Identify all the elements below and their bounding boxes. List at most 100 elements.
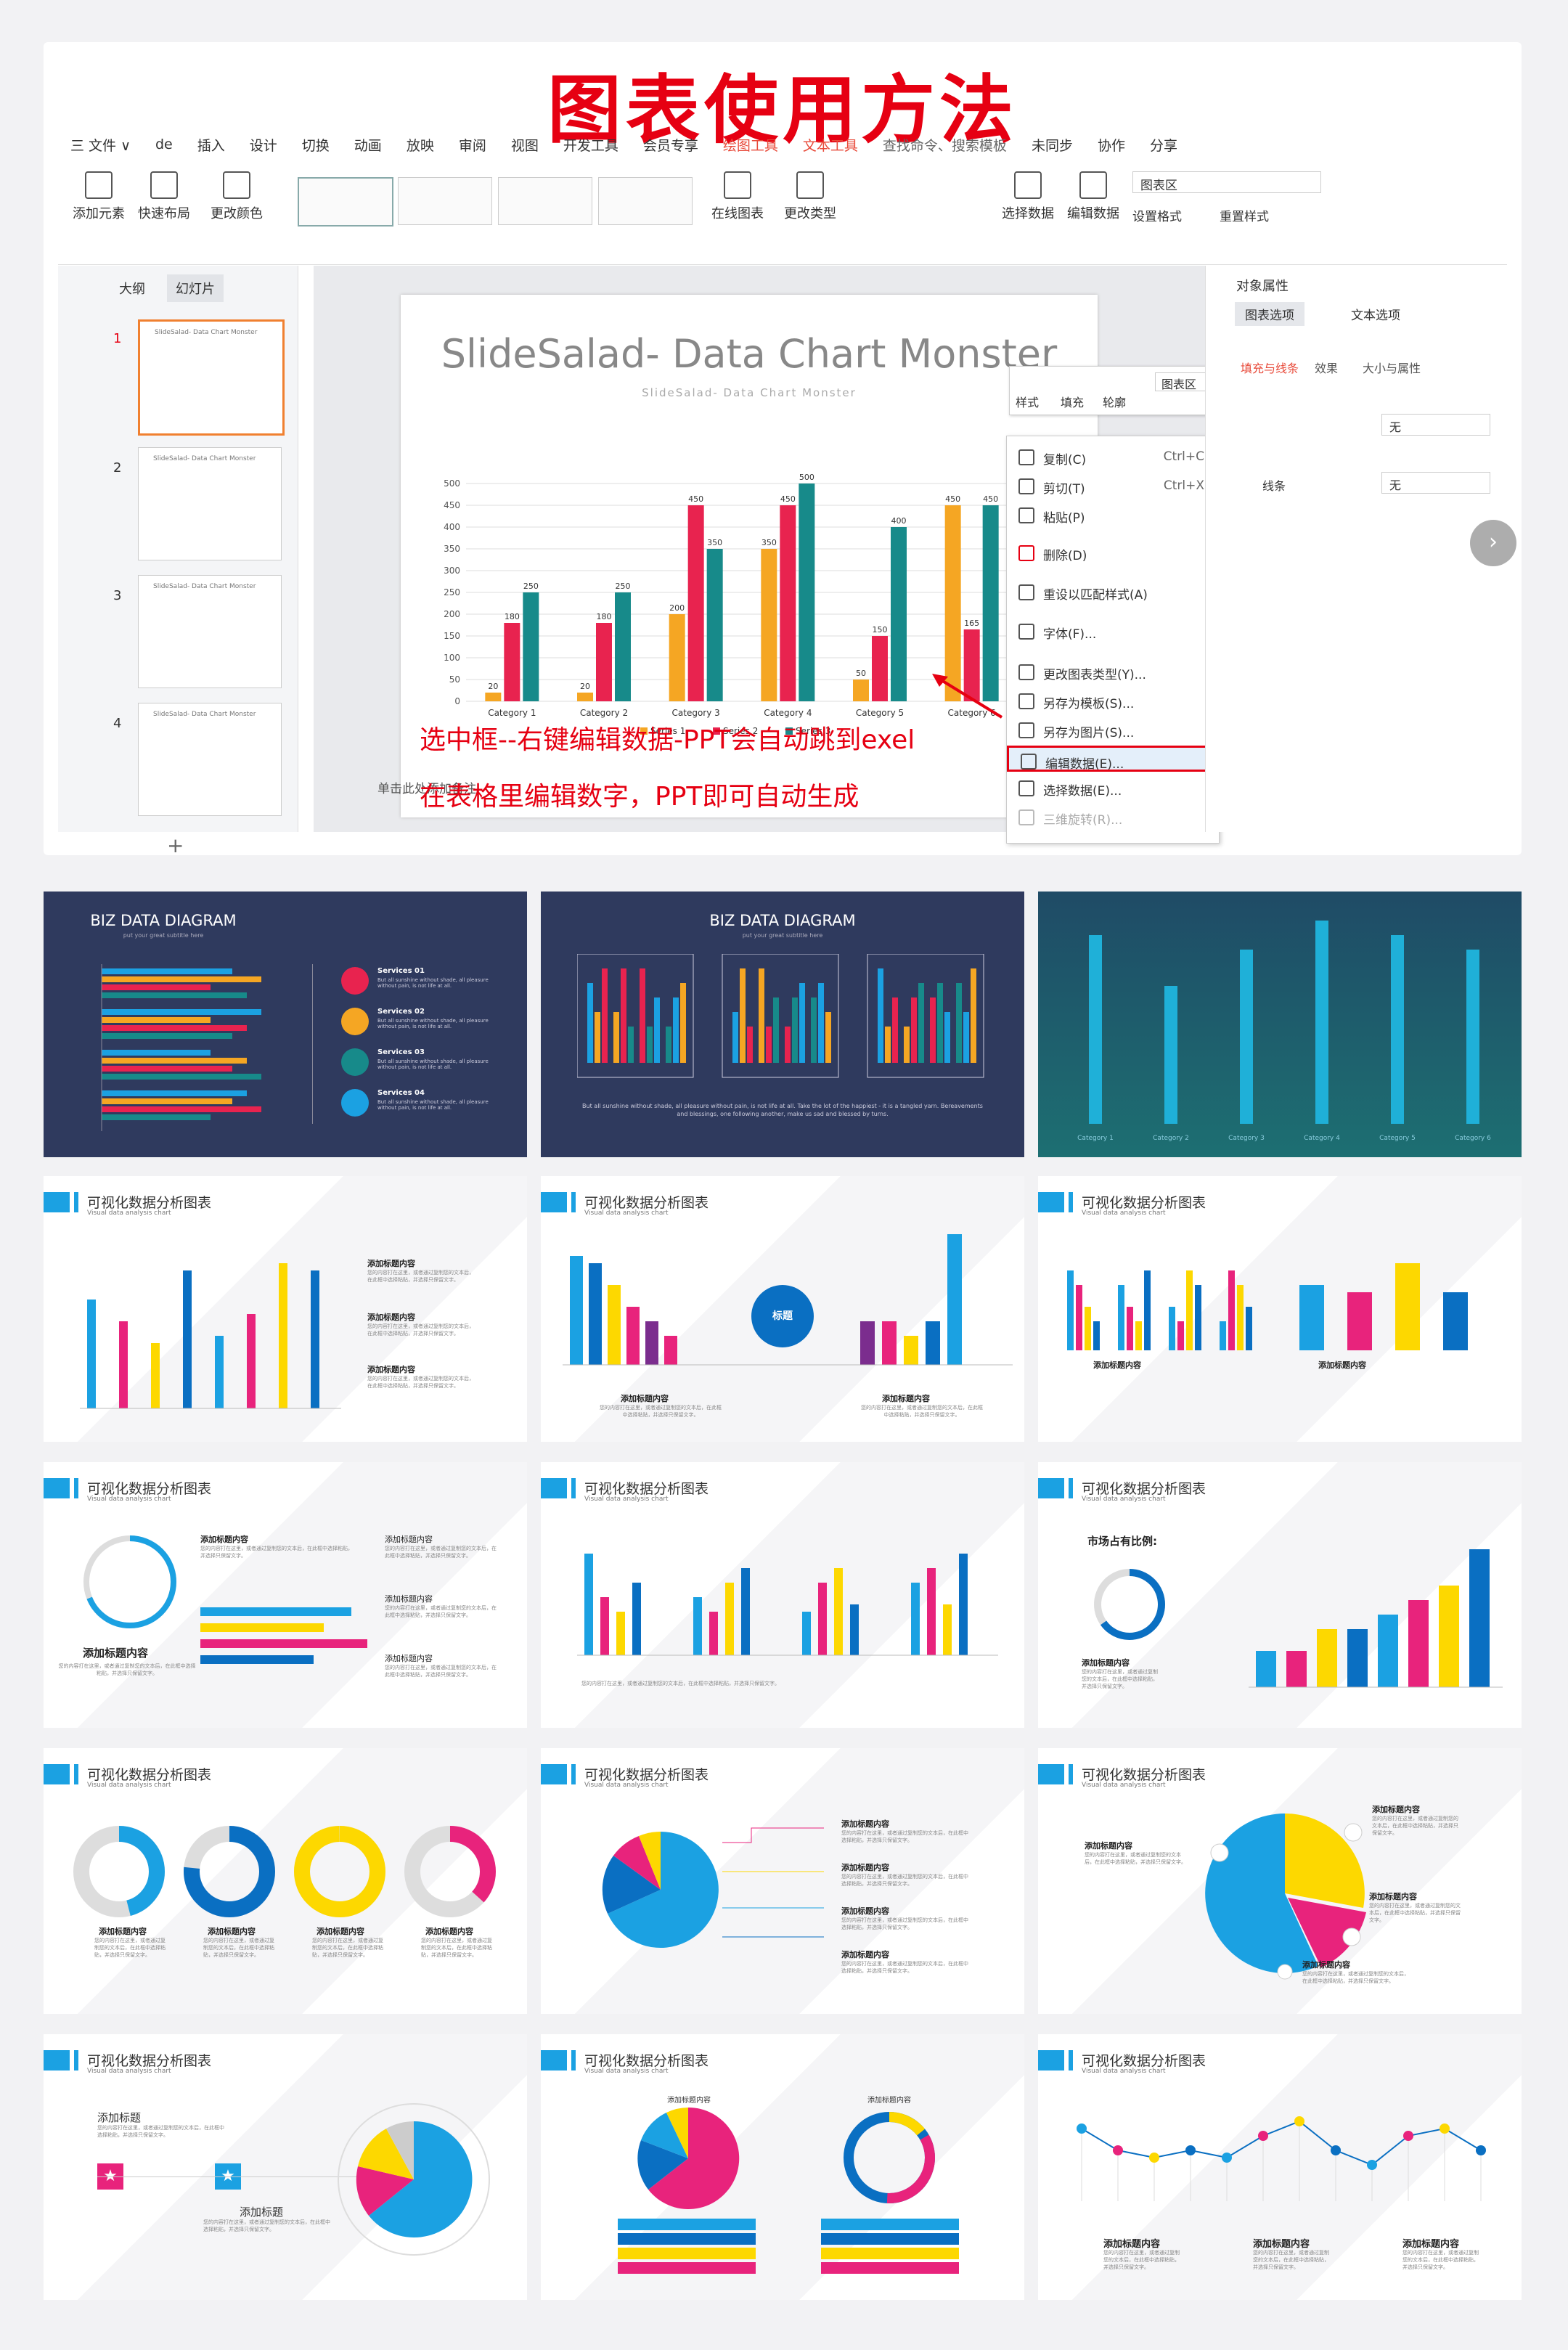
menu-share[interactable]: 分享	[1149, 137, 1177, 154]
text-body: 您的内容打在这里，或者通过复制您的文本后，在此框中选择粘贴，并选择只保留文字。	[581, 1681, 780, 1686]
tab-text-options[interactable]: 文本选项	[1351, 309, 1400, 323]
bar	[102, 1025, 247, 1031]
outline-button[interactable]: 轮廓	[1103, 396, 1127, 409]
card-pie-stars: 可视化数据分析图表 Visual data analysis chart 添加标…	[44, 2034, 527, 2300]
chart-style-1[interactable]	[298, 177, 393, 227]
fill-button[interactable]: 填充	[1061, 396, 1085, 409]
add-notes-placeholder[interactable]: 单击此处添加备注	[377, 782, 476, 796]
bar	[891, 527, 907, 701]
line-select[interactable]: 无	[1381, 472, 1490, 494]
service-label: Services 04	[377, 1089, 425, 1097]
chart-style-4[interactable]	[598, 177, 693, 225]
bar	[102, 976, 261, 982]
select-data-button[interactable]: 选择数据	[1002, 171, 1054, 222]
tab-chart-options[interactable]: 图表选项	[1235, 302, 1304, 326]
tab-slides[interactable]: 幻灯片	[167, 274, 224, 302]
menu-unsynced[interactable]: 未同步	[1031, 137, 1073, 154]
search-command[interactable]: 查找命令、搜索模板	[882, 137, 1007, 154]
menu-member[interactable]: 会员专享	[642, 137, 698, 154]
slides-panel: 大纲 幻灯片 1 SlideSalad- Data Chart Monster …	[58, 266, 298, 857]
menu-3d-rotate[interactable]: 三维旋转(R)...	[1007, 804, 1219, 830]
change-color-button[interactable]: 更改颜色	[211, 171, 263, 222]
edit-data-button[interactable]: 编辑数据	[1067, 171, 1119, 222]
service-dot	[341, 1048, 369, 1076]
tab-size-prop[interactable]: 大小与属性	[1363, 362, 1421, 375]
menu-save-template[interactable]: 另存为模板(S)...	[1007, 688, 1219, 714]
set-format-button[interactable]: 设置格式	[1132, 210, 1182, 224]
menu-paste[interactable]: 粘贴(P)	[1007, 502, 1219, 528]
bar	[1220, 1321, 1226, 1350]
style-button[interactable]: 样式	[1016, 396, 1040, 409]
bar	[944, 1012, 950, 1063]
menu-drawing-tools[interactable]: 绘图工具	[722, 137, 778, 154]
x-tick-label: Category 6	[1455, 1135, 1491, 1142]
card-line-chart: 可视化数据分析图表 Visual data analysis chart 添加标…	[1038, 2034, 1522, 2300]
menu-design[interactable]: 设计	[249, 137, 277, 154]
slide-thumbnail-1[interactable]: SlideSalad- Data Chart Monster	[138, 319, 285, 436]
bar	[602, 968, 608, 1063]
menu-reset-style[interactable]: 重设以匹配样式(A)	[1007, 579, 1219, 605]
chart-element-select[interactable]: 图表区	[1132, 171, 1321, 193]
tab-fill-line[interactable]: 填充与线条	[1241, 362, 1299, 375]
chart-style-3[interactable]	[498, 177, 592, 225]
menu-de[interactable]: de	[155, 136, 173, 152]
online-chart-button[interactable]: 在线图表	[711, 171, 764, 222]
context-menu: 复制(C) Ctrl+C 剪切(T) Ctrl+X 粘贴(P) 删除(D) 重设以匹…	[1006, 436, 1220, 844]
slide-thumbnail-4[interactable]: SlideSalad- Data Chart Monster	[138, 703, 282, 816]
fill-select[interactable]: 无	[1381, 414, 1490, 436]
menu-slideshow[interactable]: 放映	[406, 137, 434, 154]
menu-view[interactable]: 视图	[510, 137, 539, 154]
text-body: 您的内容打在这里，或者通过复制您的文本后，在此框中选择粘贴，并选择只保留文字。	[312, 1938, 383, 1958]
bar	[640, 968, 645, 1063]
quick-layout-button[interactable]: 快速布局	[138, 171, 190, 222]
bar	[740, 968, 746, 1063]
menu-review[interactable]: 审阅	[458, 137, 486, 154]
change-type-button[interactable]: 更改类型	[784, 171, 836, 222]
tab-effect[interactable]: 效果	[1315, 362, 1339, 375]
menu-animation[interactable]: 动画	[354, 137, 382, 154]
reset-style-button[interactable]: 重置样式	[1220, 210, 1269, 224]
bar	[963, 629, 980, 701]
bar-chart[interactable]: 50045040035030025020015010050020180250Ca…	[430, 469, 1025, 745]
card-subtitle: Visual data analysis chart	[87, 2068, 171, 2075]
slide-thumbnail-3[interactable]: SlideSalad- Data Chart Monster	[138, 575, 282, 688]
menu-save-picture[interactable]: 另存为图片(S)...	[1007, 717, 1219, 743]
chart-style-2[interactable]	[398, 177, 492, 225]
card-market-share: 可视化数据分析图表 Visual data analysis chart 市场占…	[1038, 1462, 1522, 1728]
menu-copy[interactable]: 复制(C) Ctrl+C	[1007, 444, 1219, 470]
bar	[1315, 921, 1328, 1124]
add-element-button[interactable]: 添加元素	[73, 171, 125, 222]
point	[1222, 2153, 1232, 2163]
menu-collaborate[interactable]: 协作	[1097, 137, 1125, 154]
bar	[825, 1012, 831, 1063]
card-subtitle: put your great subtitle here	[123, 932, 204, 939]
add-slide-icon[interactable]: +	[167, 833, 184, 857]
point	[1294, 2116, 1304, 2126]
menu-delete[interactable]: 删除(D)	[1007, 539, 1219, 566]
data-label: 450	[688, 494, 703, 504]
bar	[589, 1263, 602, 1365]
menu-select-data[interactable]: 选择数据(E)...	[1007, 775, 1219, 801]
text-body: 您的内容打在这里，或者通过复制您的文本后，在此框中选择粘贴，并选择只保留文字。	[385, 1665, 497, 1678]
menu-edit-data[interactable]: 编辑数据(E)...	[1007, 746, 1219, 772]
menu-font[interactable]: 字体(F)...	[1007, 618, 1219, 644]
menu-developer[interactable]: 开发工具	[563, 137, 618, 154]
menu-change-chart-type[interactable]: 更改图表类型(Y)...	[1007, 658, 1219, 685]
slide-thumbnail-2[interactable]: SlideSalad- Data Chart Monster	[138, 447, 282, 560]
bar	[1127, 1307, 1133, 1350]
menu-text-tools[interactable]: 文本工具	[802, 137, 858, 154]
text-body: 您的内容打在这里，或者通过复制您的文本后，在此框中选择粘贴，并选择只保留文字。	[1082, 1669, 1158, 1689]
menu-insert[interactable]: 插入	[197, 137, 225, 154]
bar	[119, 1321, 128, 1408]
menu-cut[interactable]: 剪切(T) Ctrl+X	[1007, 473, 1219, 499]
tab-outline[interactable]: 大纲	[119, 282, 145, 297]
next-arrow-button[interactable]: ›	[1470, 520, 1516, 566]
text-body: 您的内容打在这里，或者通过复制您的文本后，在此框中选择粘贴，并选择只保留文字。	[367, 1376, 474, 1389]
page-title: 图表使用方法	[547, 67, 1018, 154]
x-tick-label: Category 3	[672, 708, 720, 718]
x-tick-label: Category 3	[1228, 1135, 1265, 1142]
text-body: 您的内容打在这里，或者通过复制您的文本后，在此框中选择粘贴，并选择只保留文字。	[367, 1323, 474, 1337]
menu-transition[interactable]: 切换	[301, 137, 330, 154]
bar	[1286, 1651, 1307, 1687]
menu-file[interactable]: 三 文件 ∨	[70, 137, 131, 154]
